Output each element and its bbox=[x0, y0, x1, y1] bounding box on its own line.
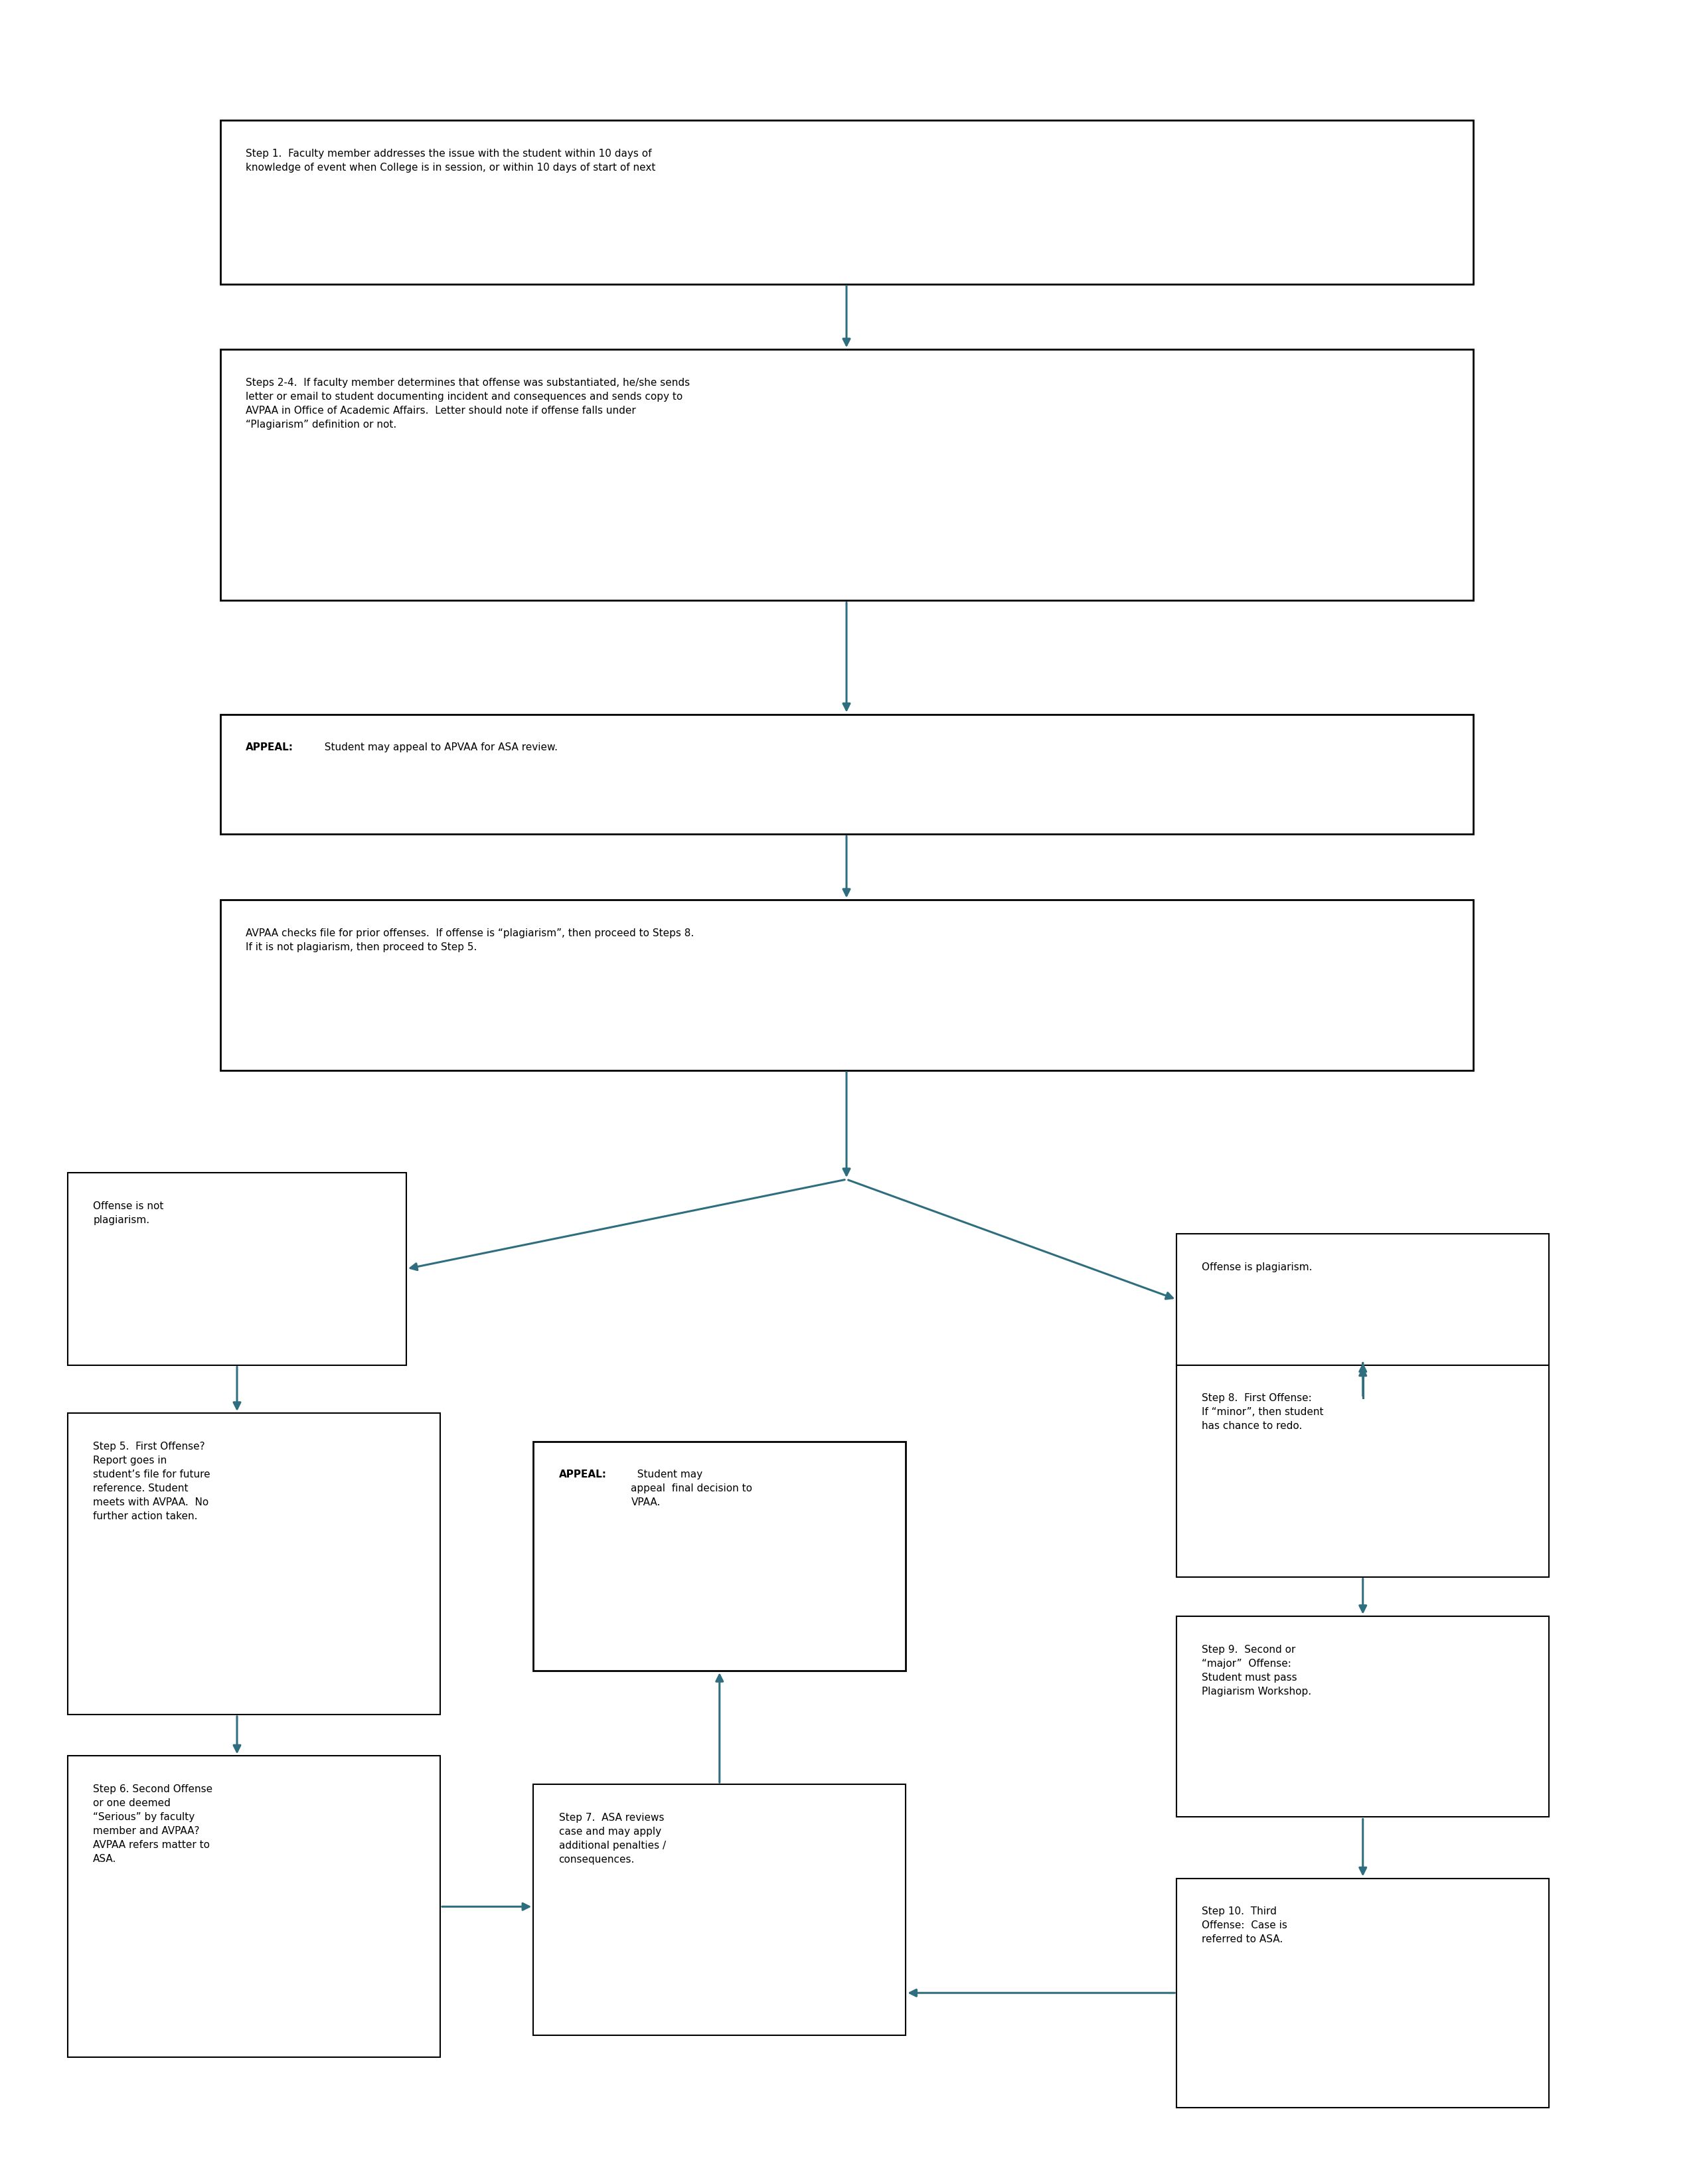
Text: APPEAL:: APPEAL: bbox=[559, 1470, 606, 1481]
Text: Step 7.  ASA reviews
case and may apply
additional penalties /
consequences.: Step 7. ASA reviews case and may apply a… bbox=[559, 1813, 665, 1865]
Text: Student may appeal to APVAA for ASA review.: Student may appeal to APVAA for ASA revi… bbox=[318, 743, 557, 753]
FancyBboxPatch shape bbox=[220, 714, 1473, 834]
Text: Student may
appeal  final decision to
VPAA.: Student may appeal final decision to VPA… bbox=[631, 1470, 752, 1507]
Text: Step 6. Second Offense
or one deemed
“Serious” by faculty
member and AVPAA?
AVPA: Step 6. Second Offense or one deemed “Se… bbox=[93, 1784, 213, 1863]
FancyBboxPatch shape bbox=[1177, 1878, 1549, 2108]
FancyBboxPatch shape bbox=[1177, 1365, 1549, 1577]
FancyBboxPatch shape bbox=[68, 1413, 440, 1714]
Text: Offense is plagiarism.: Offense is plagiarism. bbox=[1202, 1262, 1312, 1273]
Text: Step 5.  First Offense?
Report goes in
student’s file for future
reference. Stud: Step 5. First Offense? Report goes in st… bbox=[93, 1441, 210, 1520]
Text: Offense is not
plagiarism.: Offense is not plagiarism. bbox=[93, 1201, 164, 1225]
FancyBboxPatch shape bbox=[533, 1441, 906, 1671]
Text: Steps 2-4.  If faculty member determines that offense was substantiated, he/she : Steps 2-4. If faculty member determines … bbox=[245, 378, 689, 430]
FancyBboxPatch shape bbox=[220, 900, 1473, 1070]
Text: Step 9.  Second or
“major”  Offense:
Student must pass
Plagiarism Workshop.: Step 9. Second or “major” Offense: Stude… bbox=[1202, 1645, 1312, 1697]
FancyBboxPatch shape bbox=[220, 120, 1473, 284]
FancyBboxPatch shape bbox=[1177, 1234, 1549, 1365]
FancyBboxPatch shape bbox=[68, 1756, 440, 2057]
Text: Step 8.  First Offense:
If “minor”, then student
has chance to redo.: Step 8. First Offense: If “minor”, then … bbox=[1202, 1393, 1324, 1431]
Text: APPEAL:: APPEAL: bbox=[245, 743, 293, 753]
FancyBboxPatch shape bbox=[220, 349, 1473, 601]
FancyBboxPatch shape bbox=[68, 1173, 406, 1365]
FancyBboxPatch shape bbox=[1177, 1616, 1549, 1817]
FancyBboxPatch shape bbox=[533, 1784, 906, 2035]
Text: AVPAA checks file for prior offenses.  If offense is “plagiarism”, then proceed : AVPAA checks file for prior offenses. If… bbox=[245, 928, 694, 952]
Text: Step 10.  Third
Offense:  Case is
referred to ASA.: Step 10. Third Offense: Case is referred… bbox=[1202, 1907, 1288, 1944]
Text: Step 1.  Faculty member addresses the issue with the student within 10 days of
k: Step 1. Faculty member addresses the iss… bbox=[245, 149, 655, 173]
